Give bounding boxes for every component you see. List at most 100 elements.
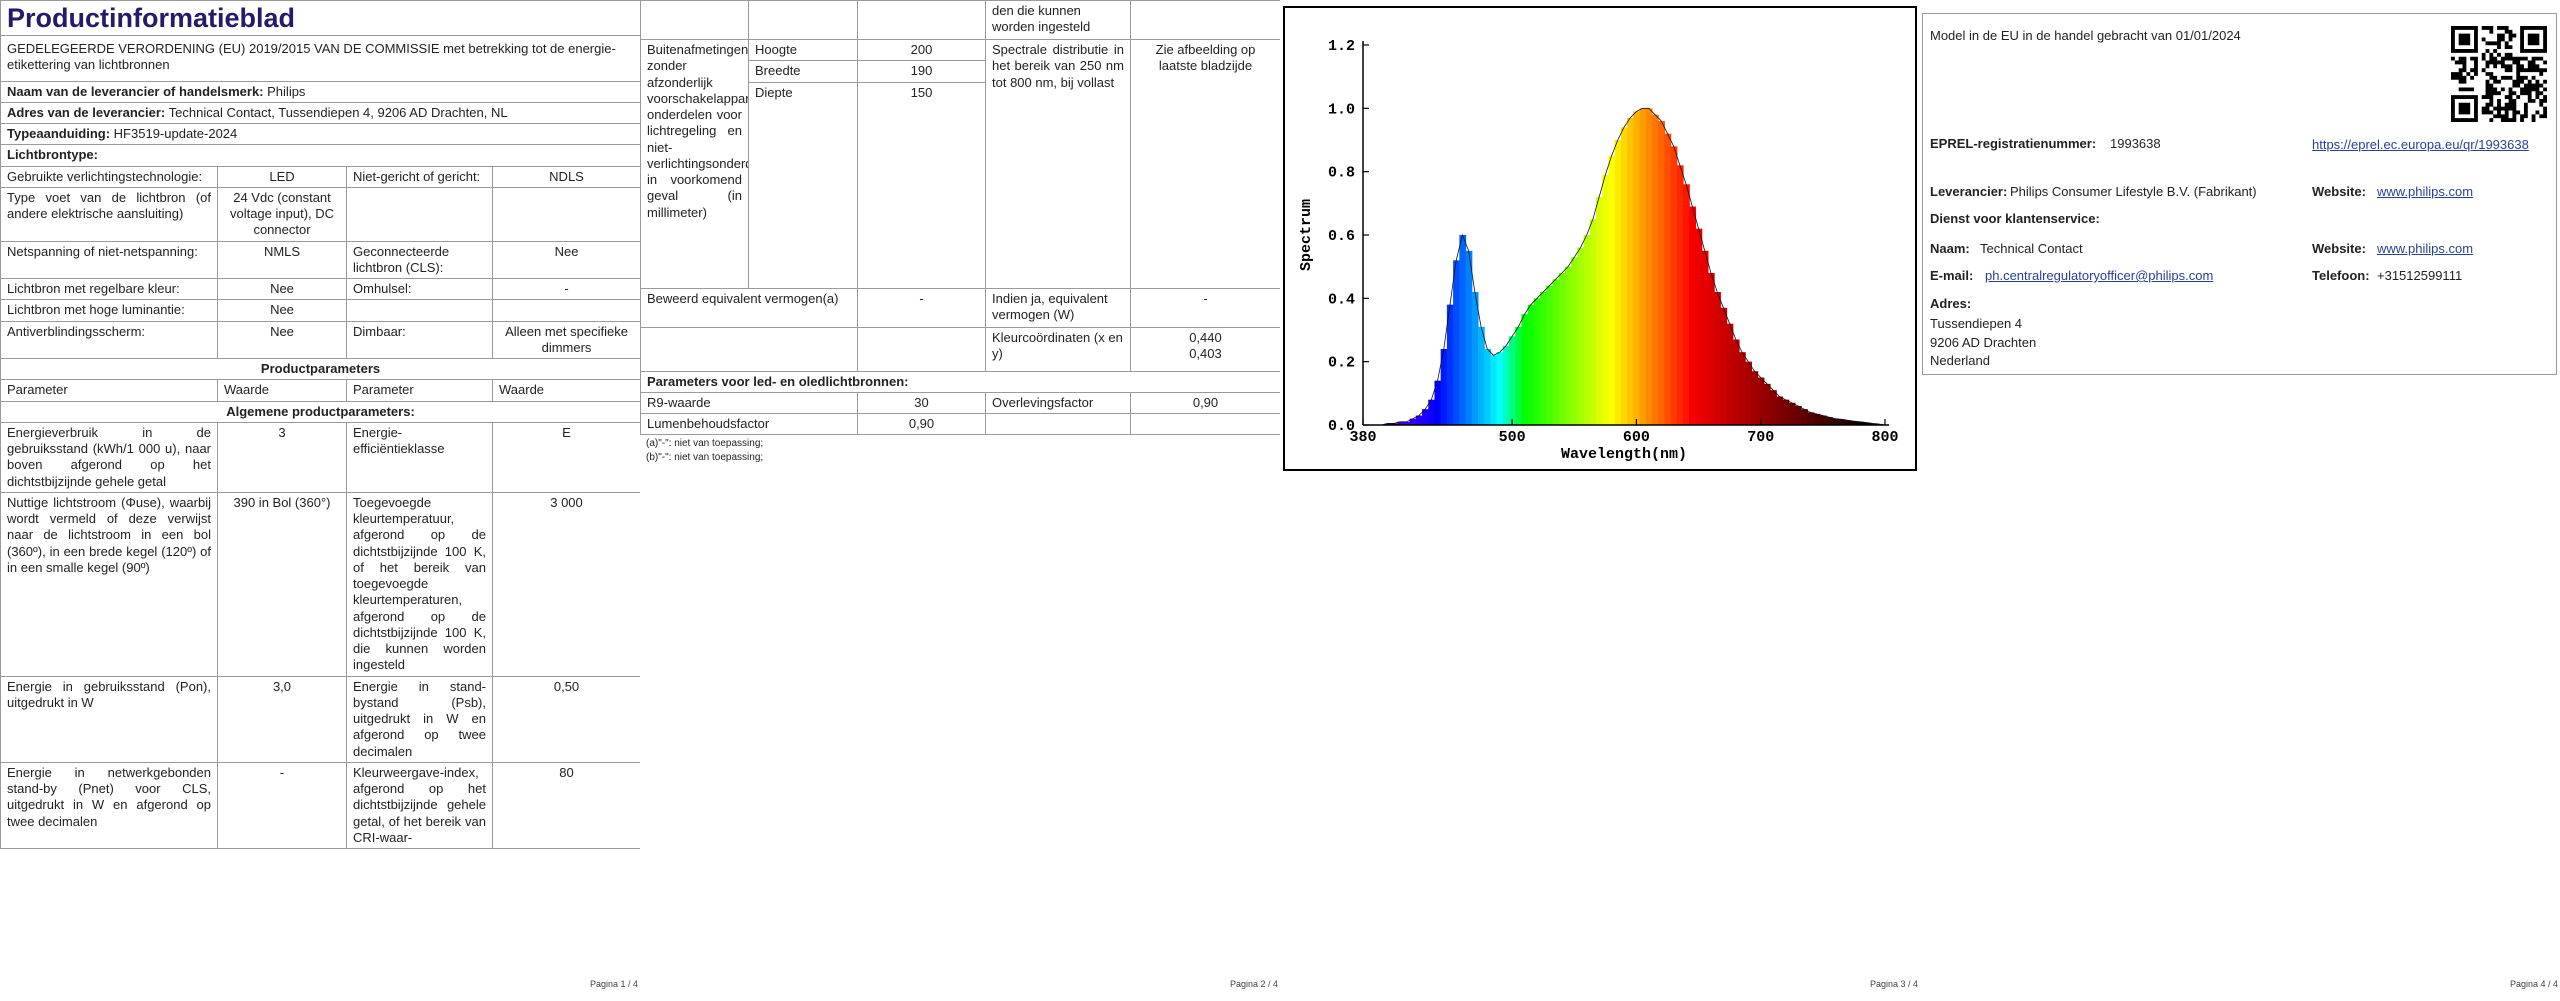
spectrum-bar xyxy=(1857,421,1864,425)
spectrum-bar xyxy=(1751,371,1759,425)
spectrum-bar xyxy=(1608,155,1616,426)
value: Philips Consumer Lifestyle B.V. (Fabrika… xyxy=(2010,184,2257,199)
spectrum-bar xyxy=(1465,250,1473,425)
cell xyxy=(985,412,1131,436)
spectrum-bar xyxy=(1689,206,1697,425)
cell: Buitenafmetingen zonder afzonderlijk voo… xyxy=(640,39,749,289)
row: R9-waarde 30 Overlevingsfactor 0,90 xyxy=(640,391,1280,415)
row: Lichtbrontype: xyxy=(0,144,640,167)
spectrum-bar xyxy=(1633,111,1641,425)
cell: Energie in netwerkgebonden stand-by (Pne… xyxy=(0,761,218,850)
cell: 200 xyxy=(857,38,986,62)
spectrum-bar xyxy=(1509,336,1516,425)
spectrum-bar xyxy=(1683,184,1690,425)
spectrum-bar xyxy=(1639,108,1647,425)
cell: E xyxy=(491,421,640,493)
spectrum-bar xyxy=(1807,412,1815,425)
cell: Energie-efficiëntieklasse xyxy=(346,421,493,493)
spectrum-bar xyxy=(1477,326,1485,425)
spectrum-bar xyxy=(1776,396,1784,425)
y-tick-label: 1.0 xyxy=(1328,101,1355,118)
y-tick-label: 0.0 xyxy=(1328,418,1355,435)
label-box: Model in de EU in de handel gebracht van… xyxy=(1922,13,2557,375)
cell: 150 xyxy=(857,81,986,289)
spectrum-bar xyxy=(1540,292,1547,425)
page-2: den die kunnen worden ingesteld Buitenaf… xyxy=(640,0,1280,1001)
spectrum-bar xyxy=(1869,423,1877,425)
spectrum-bar xyxy=(1422,409,1429,425)
cell: Diepte xyxy=(748,81,858,289)
cell: Type voet van de lichtbron (of andere el… xyxy=(0,186,218,242)
label: Website: xyxy=(2312,184,2366,199)
row: den die kunnen worden ingesteld xyxy=(640,0,1280,40)
value: +31512599111 xyxy=(2377,268,2463,283)
cell: 0,50 xyxy=(491,675,640,763)
cell xyxy=(491,186,640,242)
row: Buitenafmetingen zonder afzonderlijk voo… xyxy=(640,38,1280,289)
spectrum-bar xyxy=(1658,121,1665,425)
label: Telefoon: xyxy=(2312,268,2370,283)
cell: 0,90 xyxy=(857,412,986,436)
address-line: Nederland xyxy=(1930,353,1990,368)
row: Algemene productparameters: xyxy=(0,400,640,423)
eprel-link[interactable]: https://eprel.ec.europa.eu/qr/1993638 xyxy=(2312,137,2529,152)
footnote: (a)"-": niet van toepassing; xyxy=(646,438,764,450)
cell: - xyxy=(857,287,986,328)
spectrum-bar xyxy=(1384,423,1392,425)
x-tick-label: 700 xyxy=(1747,429,1774,446)
page-1: Productinformatieblad GEDELEGEERDE VEROR… xyxy=(0,0,640,1001)
page-footer: Pagina 2 / 4 xyxy=(1229,979,1278,989)
y-tick-label: 0.6 xyxy=(1328,228,1355,245)
cell: Adres van de leverancier: Technical Cont… xyxy=(0,101,640,125)
spectrum-bar xyxy=(1484,349,1491,425)
spectrum-bar xyxy=(1490,355,1498,425)
section-heading: Algemene productparameters: xyxy=(0,400,640,423)
cell xyxy=(1130,412,1280,436)
row: Breedte 190 xyxy=(641,60,1281,83)
spectrum-bar xyxy=(1832,418,1839,425)
spectrum-bar xyxy=(1738,352,1746,425)
cell: Kleurweergave-index, afgerond op het dic… xyxy=(346,761,493,850)
spectrum-bar xyxy=(1583,235,1591,425)
spectrum-bar xyxy=(1428,399,1436,425)
cell xyxy=(346,186,493,242)
cell: Kleurcoördinaten (x en y) xyxy=(985,326,1131,372)
cell: Alleen met specifieke dimmers xyxy=(491,320,640,359)
page-footer: Pagina 3 / 4 xyxy=(1869,979,1918,989)
cell: 190 xyxy=(857,60,986,83)
page-footer: Pagina 1 / 4 xyxy=(589,979,638,989)
cell: Typeaanduiding: HF3519-update-2024 xyxy=(0,122,640,146)
spectrum-bar xyxy=(1577,247,1585,425)
spectrum-bar xyxy=(1819,415,1827,425)
cell: 3 xyxy=(217,421,347,493)
spectrum-bar xyxy=(1838,419,1846,425)
spectrum-bar xyxy=(1533,298,1541,425)
spectrum-bar xyxy=(1614,140,1622,425)
spectrum-bar xyxy=(1403,421,1411,425)
row: Adres van de leverancier: Technical Cont… xyxy=(0,101,640,125)
cell: 3,0 xyxy=(217,675,347,763)
label: Naam: xyxy=(1930,241,1970,256)
cell: Breedte xyxy=(748,60,858,83)
spectrum-bar xyxy=(1670,146,1678,426)
email-link[interactable]: ph.centralregulatoryofficer@philips.com xyxy=(1985,268,2214,283)
spectrum-bar xyxy=(1825,417,1833,425)
row: Kleurcoördinaten (x en y) 0,440 0,403 xyxy=(640,326,1280,372)
spectrum-bar xyxy=(1558,273,1566,425)
row: Lichtbron met hoge luminantie: Nee xyxy=(0,299,640,322)
website-link[interactable]: www.philips.com xyxy=(2377,241,2474,256)
value: HF3519-update-2024 xyxy=(113,126,238,141)
column-header: Waarde xyxy=(491,379,640,402)
cell: Gebruikte verlichtingstechnologie: xyxy=(0,165,218,188)
page-4: Model in de EU in de handel gebracht van… xyxy=(1920,0,2560,1001)
spectrum-bar xyxy=(1745,361,1752,425)
cell: Nee xyxy=(217,299,347,322)
spectrum-bar xyxy=(1515,326,1523,425)
row: Diepte 150 xyxy=(641,81,1281,289)
spectrum-bar xyxy=(1496,352,1504,425)
cell: Niet-gericht of gericht: xyxy=(346,165,493,188)
x-axis-label: Wavelength(nm) xyxy=(1561,446,1687,463)
cell: Nee xyxy=(217,320,347,359)
website-link[interactable]: www.philips.com xyxy=(2377,184,2474,199)
